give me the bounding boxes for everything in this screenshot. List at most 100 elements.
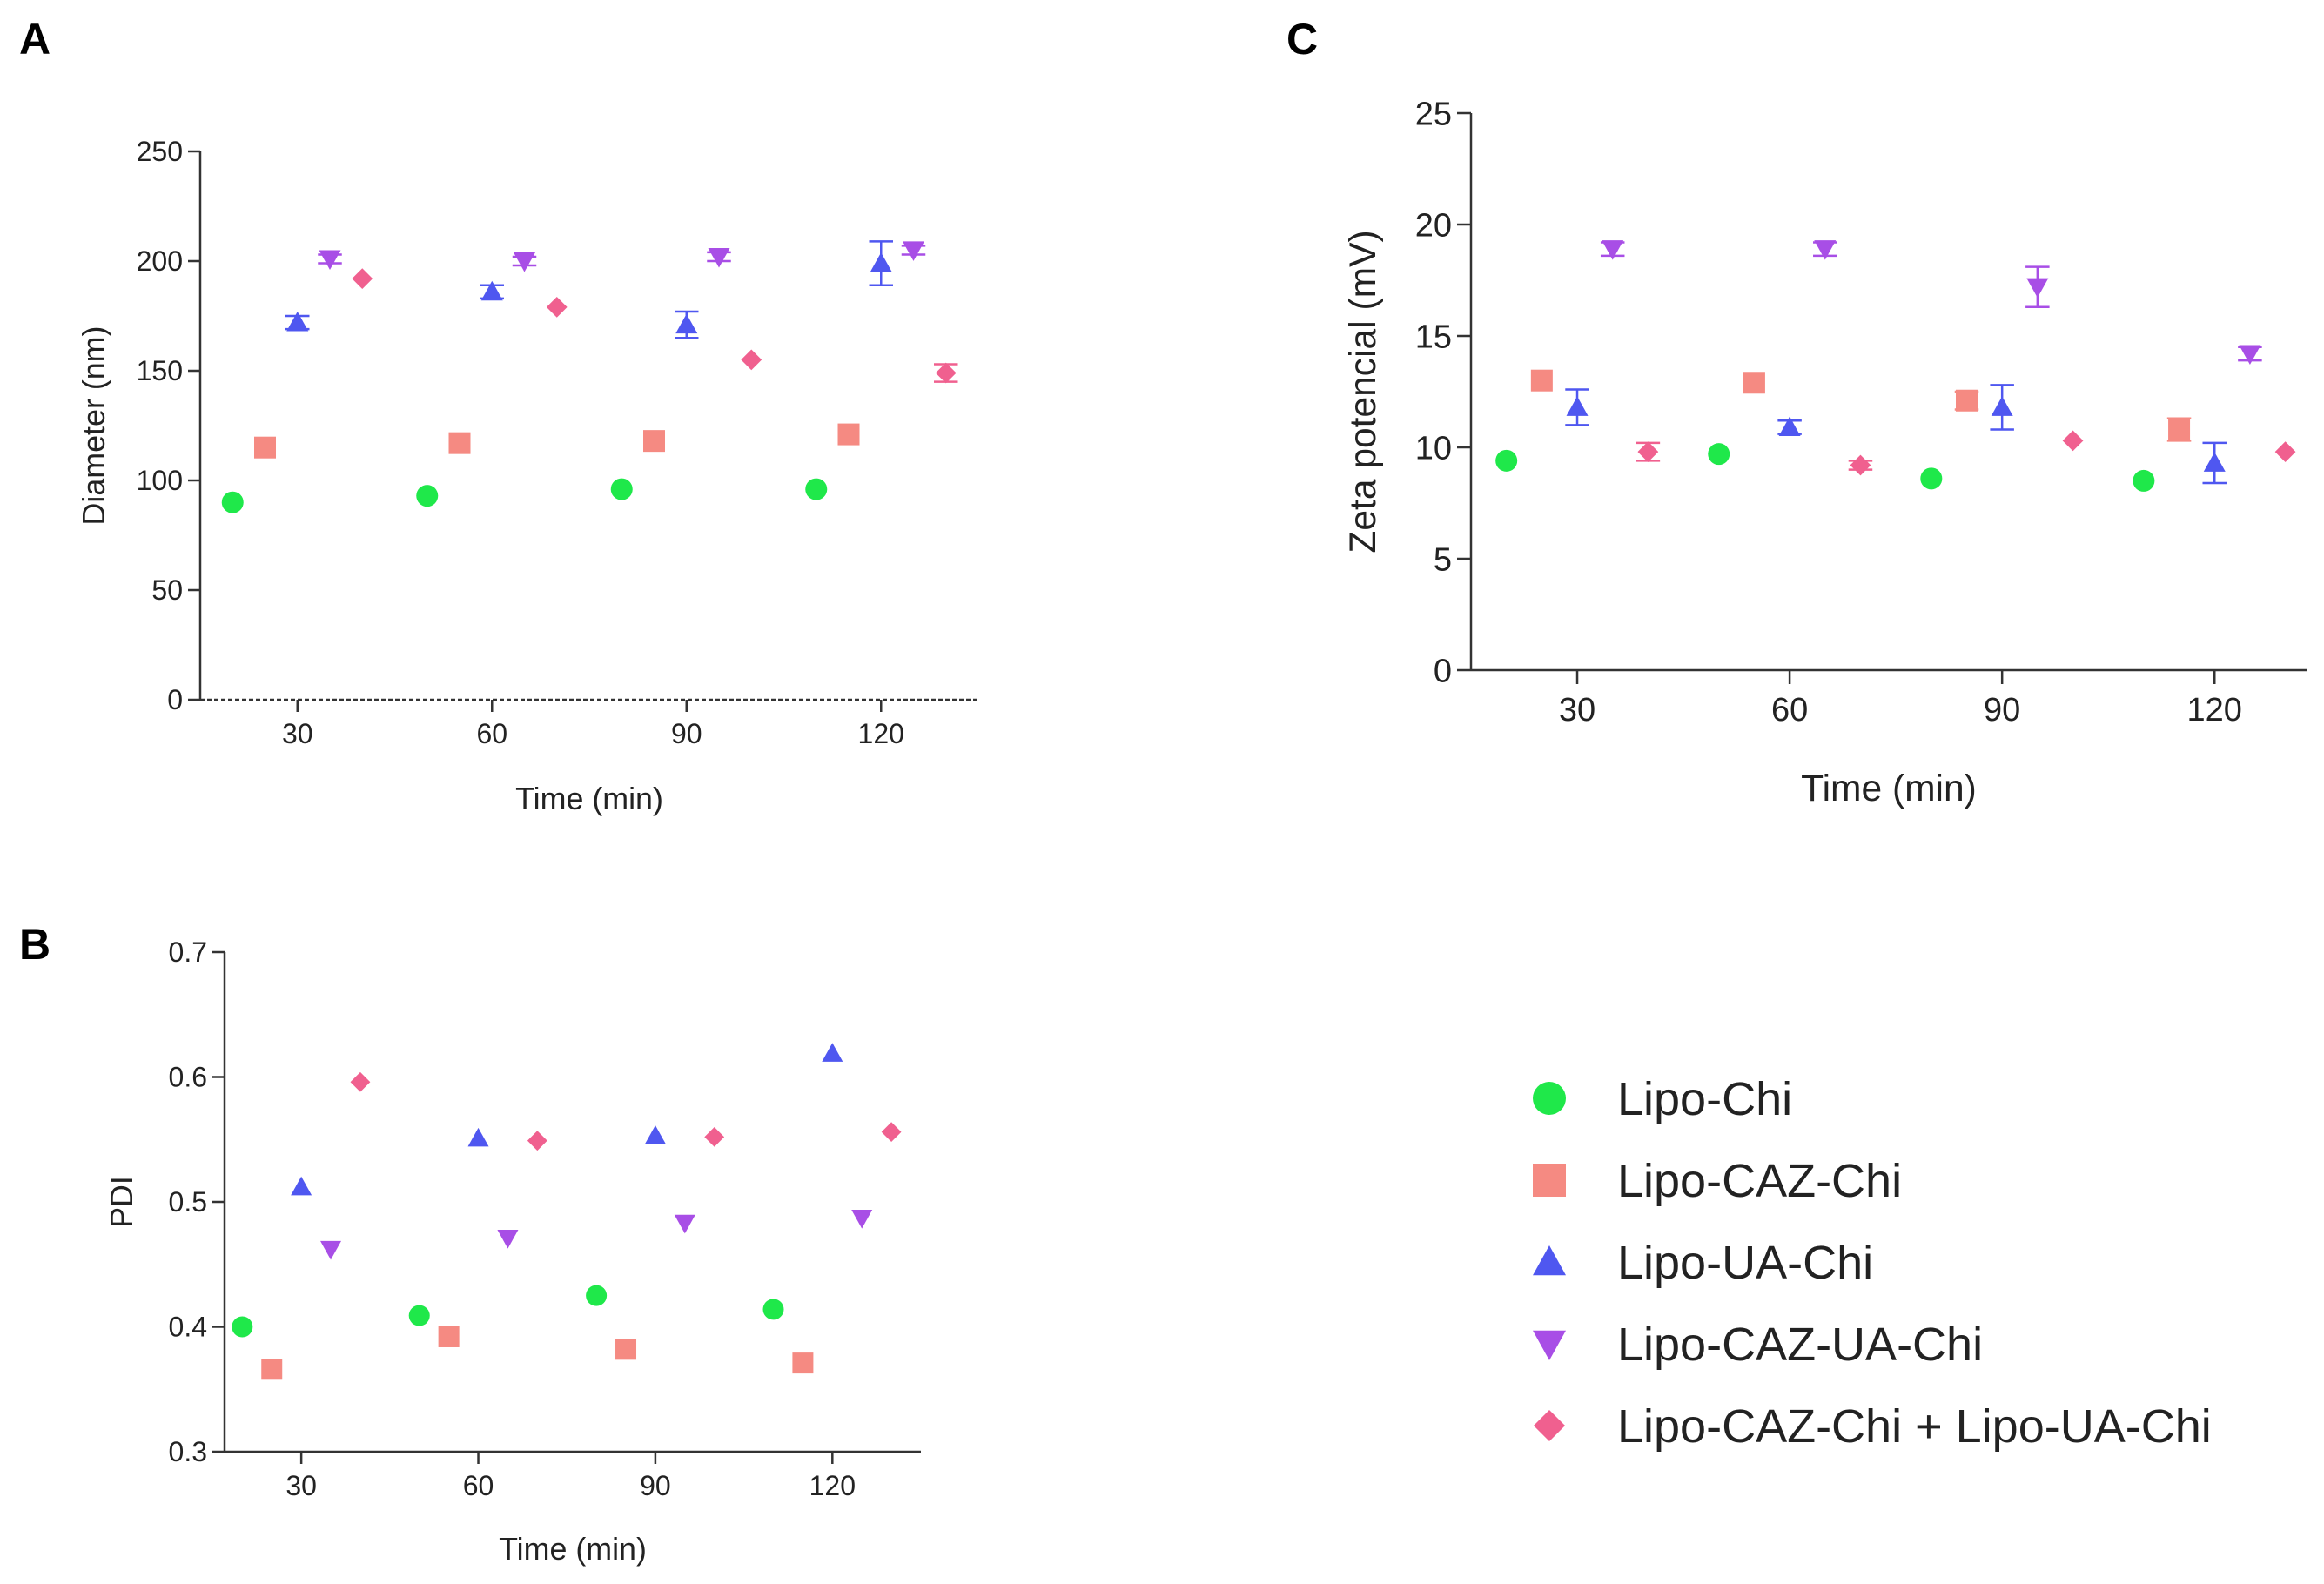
- data-point: [350, 1071, 371, 1092]
- data-point: [704, 1126, 725, 1147]
- data-point: [870, 252, 892, 272]
- y-tick-label: 0.7: [169, 936, 207, 968]
- series-lipo-chi: [1495, 443, 2155, 492]
- data-point: [320, 1240, 342, 1260]
- x-tick-label: 120: [858, 718, 904, 749]
- data-point: [881, 1122, 902, 1143]
- data-point: [675, 313, 698, 334]
- panel-c: C 0 5 10 15 20 25 30 60 90 120 Time (min) Zeta poten…: [1286, 15, 2307, 809]
- data-point: [903, 241, 924, 261]
- legend-item-lipo-caz-chi: Lipo-CAZ-Chi: [1533, 1155, 1902, 1207]
- data-point: [1530, 369, 1553, 392]
- y-tick-label: 0.5: [169, 1186, 207, 1218]
- data-point: [546, 297, 568, 318]
- data-point: [610, 478, 633, 500]
- legend-marker: [1533, 1409, 1566, 1442]
- y-tick-label: 0.3: [169, 1436, 207, 1467]
- data-point: [254, 436, 276, 459]
- data-point: [1920, 467, 1943, 490]
- legend-label: Lipo-CAZ-UA-Chi: [1617, 1319, 1983, 1371]
- legend-label: Lipo-UA-Chi: [1617, 1237, 1873, 1289]
- y-tick-label: 15: [1415, 319, 1452, 355]
- data-point: [319, 250, 341, 270]
- data-point: [1637, 441, 1659, 462]
- y-tick-label: 0: [167, 684, 183, 715]
- series-lipo-caz-chi-plus-lipo-ua-chi: [352, 268, 958, 384]
- data-point: [1814, 240, 1837, 260]
- legend: Lipo-Chi Lipo-CAZ-Chi Lipo-UA-Chi Lipo-CAZ-…: [1533, 1073, 2212, 1453]
- data-point: [615, 1339, 637, 1360]
- series-lipo-caz-ua-chi: [1600, 240, 2262, 365]
- data-point: [408, 1305, 430, 1326]
- x-tick-label: 120: [2187, 692, 2242, 728]
- legend-item-lipo-caz-ua-chi: Lipo-CAZ-UA-Chi: [1533, 1319, 1983, 1371]
- x-tick-label: 60: [1771, 692, 1808, 728]
- data-point: [2274, 441, 2296, 462]
- data-point: [2133, 469, 2155, 492]
- data-point: [2062, 430, 2084, 452]
- data-point: [261, 1359, 283, 1380]
- series-lipo-caz-chi: [261, 1326, 814, 1380]
- x-tick-label: 60: [463, 1470, 494, 1501]
- legend-label: Lipo-CAZ-Chi + Lipo-UA-Chi: [1617, 1400, 2212, 1453]
- data-point: [2203, 452, 2226, 472]
- data-point: [1708, 443, 1730, 466]
- data-point: [1743, 372, 1765, 394]
- data-point: [935, 362, 957, 384]
- series-lipo-ua-chi: [1565, 384, 2227, 485]
- data-point: [514, 252, 535, 272]
- series-lipo-ua-chi: [291, 1043, 843, 1196]
- data-point: [644, 1124, 666, 1144]
- data-point: [837, 423, 860, 446]
- data-point: [851, 1210, 873, 1229]
- data-point: [674, 1214, 695, 1234]
- data-point: [448, 432, 471, 454]
- y-tick-label: 100: [137, 465, 183, 496]
- series-lipo-caz-chi-plus-lipo-ua-chi: [350, 1071, 902, 1151]
- legend-marker: [1533, 1082, 1566, 1115]
- panel-letter-c: C: [1286, 15, 1318, 64]
- legend-marker: [1533, 1164, 1566, 1197]
- data-point: [221, 491, 244, 513]
- x-tick-label: 30: [1559, 692, 1595, 728]
- series-lipo-chi: [232, 1285, 784, 1338]
- data-point: [1566, 396, 1589, 416]
- data-point: [438, 1326, 460, 1347]
- x-tick-label: 90: [640, 1470, 671, 1501]
- panel-letter-a: A: [19, 15, 50, 64]
- data-point: [2239, 345, 2261, 365]
- data-point: [2026, 278, 2049, 299]
- series-lipo-caz-ua-chi: [318, 241, 926, 272]
- data-point: [1991, 396, 2013, 416]
- data-point: [1495, 449, 1518, 472]
- data-point: [762, 1299, 784, 1320]
- x-axis-title: Time (min): [1801, 768, 1977, 809]
- data-point: [822, 1043, 843, 1062]
- data-point: [741, 349, 762, 371]
- x-tick-label: 30: [282, 718, 313, 749]
- legend-marker: [1533, 1245, 1566, 1276]
- x-tick-label: 60: [476, 718, 507, 749]
- legend-label: Lipo-CAZ-Chi: [1617, 1155, 1902, 1207]
- panel-b: B 0.3 0.4 0.5 0.6 0.7 30 60 90 120 Time (min) PDI: [19, 920, 921, 1567]
- y-tick-label: 150: [137, 355, 183, 386]
- data-point: [467, 1127, 489, 1147]
- series-lipo-caz-chi: [254, 423, 860, 459]
- x-tick-label: 120: [809, 1470, 856, 1501]
- y-tick-label: 200: [137, 245, 183, 277]
- y-tick-label: 10: [1415, 430, 1452, 466]
- data-point: [586, 1285, 608, 1306]
- data-point: [527, 1131, 547, 1151]
- data-point: [708, 247, 730, 268]
- legend-label: Lipo-Chi: [1617, 1073, 1792, 1125]
- data-point: [1955, 389, 1978, 412]
- y-tick-label: 0: [1434, 653, 1452, 689]
- panel-a: A 0 50 100 150 200 250 30 60 90 120 Time (min) Diame…: [19, 15, 978, 816]
- data-point: [352, 268, 373, 290]
- data-point: [497, 1230, 519, 1249]
- data-point: [416, 485, 439, 507]
- y-tick-label: 0.4: [169, 1312, 207, 1343]
- data-point: [480, 280, 503, 301]
- data-point: [1778, 416, 1801, 436]
- data-point: [1850, 454, 1871, 476]
